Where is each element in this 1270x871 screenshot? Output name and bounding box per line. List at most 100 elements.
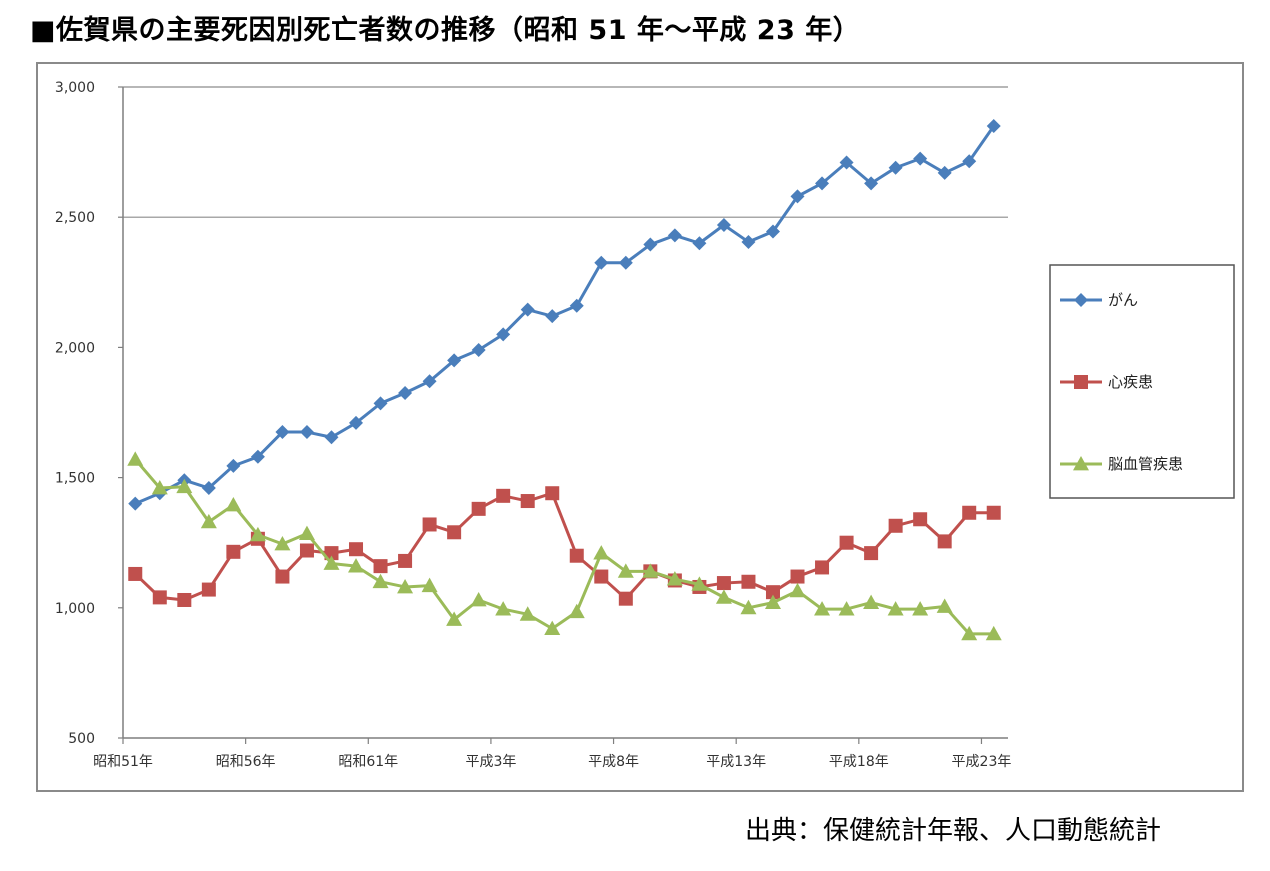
data-point-2: [838, 601, 855, 616]
data-point-1: [422, 517, 437, 532]
data-point-0: [765, 224, 780, 239]
data-point-2: [715, 589, 732, 604]
data-point-1: [447, 525, 462, 540]
data-point-0: [275, 425, 290, 440]
data-point-0: [226, 458, 241, 473]
y-tick-label: 2,000: [55, 340, 95, 356]
series-line-0: [134, 125, 995, 506]
data-point-0: [471, 343, 486, 358]
x-tick-label: 平成18年: [829, 754, 889, 770]
data-point-2: [200, 513, 217, 529]
data-point-1: [716, 576, 731, 591]
data-point-0: [324, 430, 339, 445]
data-point-0: [594, 255, 609, 270]
x-tick-label: 平成8年: [588, 754, 639, 770]
data-point-0: [398, 385, 413, 400]
y-tick-label: 1,000: [55, 601, 95, 617]
data-point-0: [569, 298, 584, 313]
data-point-0: [618, 255, 633, 270]
data-point-2: [666, 571, 683, 586]
data-point-2: [544, 620, 561, 636]
data-point-1: [618, 591, 633, 606]
data-point-2: [298, 525, 315, 540]
data-point-1: [128, 566, 143, 581]
data-point-0: [299, 425, 314, 440]
data-point-2: [446, 611, 463, 626]
data-point-0: [373, 396, 388, 411]
data-point-1: [962, 505, 977, 520]
data-point-2: [789, 582, 806, 598]
x-tick-label: 昭和56年: [216, 754, 276, 770]
data-point-1: [790, 569, 805, 584]
data-point-0: [496, 327, 511, 342]
data-point-1: [864, 546, 879, 561]
data-point-2: [397, 578, 414, 594]
data-point-0: [716, 218, 731, 233]
data-point-2: [348, 558, 365, 573]
data-point-2: [961, 625, 978, 641]
data-point-1: [545, 486, 560, 501]
data-point-2: [642, 563, 659, 578]
data-point-0: [201, 481, 216, 496]
data-point-1: [152, 590, 167, 605]
y-tick-label: 1,500: [55, 471, 95, 487]
data-point-0: [839, 155, 854, 170]
data-point-0: [349, 415, 364, 430]
data-point-0: [447, 353, 462, 368]
chart-title: ■佐賀県の主要死因別死亡者数の推移（昭和 51 年～平成 23 年）: [30, 15, 861, 46]
source-note: 出典：保健統計年報、人口動態統計: [745, 816, 1162, 846]
data-point-0: [422, 374, 437, 389]
data-point-1: [226, 544, 241, 559]
data-point-1: [471, 501, 486, 516]
data-point-1: [594, 569, 609, 584]
data-point-1: [398, 553, 413, 568]
y-tick-label: 3,000: [55, 80, 95, 96]
data-point-0: [888, 160, 903, 175]
legend-label: 心疾患: [1108, 373, 1153, 391]
chart-frame: [36, 62, 1244, 792]
x-tick-label: 平成3年: [465, 754, 516, 770]
data-point-0: [667, 228, 682, 243]
data-point-1: [937, 534, 952, 549]
data-point-2: [421, 577, 438, 593]
data-point-2: [225, 496, 242, 512]
data-point-1: [986, 505, 1001, 520]
legend-label: がん: [1108, 291, 1138, 309]
data-point-2: [764, 594, 781, 609]
data-point-0: [790, 189, 805, 204]
data-point-1: [275, 569, 290, 584]
data-point-2: [151, 480, 168, 495]
data-point-1: [839, 535, 854, 550]
data-point-2: [863, 594, 880, 609]
data-point-1: [765, 585, 780, 600]
data-point-2: [936, 598, 953, 613]
data-point-0: [545, 309, 560, 324]
data-point-2: [985, 625, 1002, 641]
data-point-2: [519, 606, 536, 621]
data-point-0: [815, 176, 830, 191]
data-point-0: [692, 236, 707, 251]
data-point-1: [888, 518, 903, 533]
y-tick-label: 2,500: [55, 210, 95, 226]
x-tick-label: 昭和51年: [93, 754, 153, 770]
data-point-2: [127, 451, 144, 466]
data-point-2: [740, 599, 757, 615]
y-tick-label: 500: [68, 731, 95, 747]
data-point-0: [864, 176, 879, 191]
data-point-2: [495, 601, 512, 616]
data-point-1: [569, 548, 584, 563]
data-point-2: [617, 563, 634, 578]
x-tick-label: 平成23年: [952, 754, 1012, 770]
data-point-0: [520, 302, 535, 317]
data-point-2: [274, 536, 291, 551]
data-point-0: [250, 449, 265, 464]
data-point-1: [299, 543, 314, 558]
data-point-2: [887, 601, 904, 616]
data-point-2: [470, 591, 487, 607]
data-point-1: [913, 512, 928, 527]
data-point-2: [691, 576, 708, 591]
data-point-0: [128, 496, 143, 511]
legend-marker: [1073, 456, 1089, 471]
data-point-0: [913, 151, 928, 166]
